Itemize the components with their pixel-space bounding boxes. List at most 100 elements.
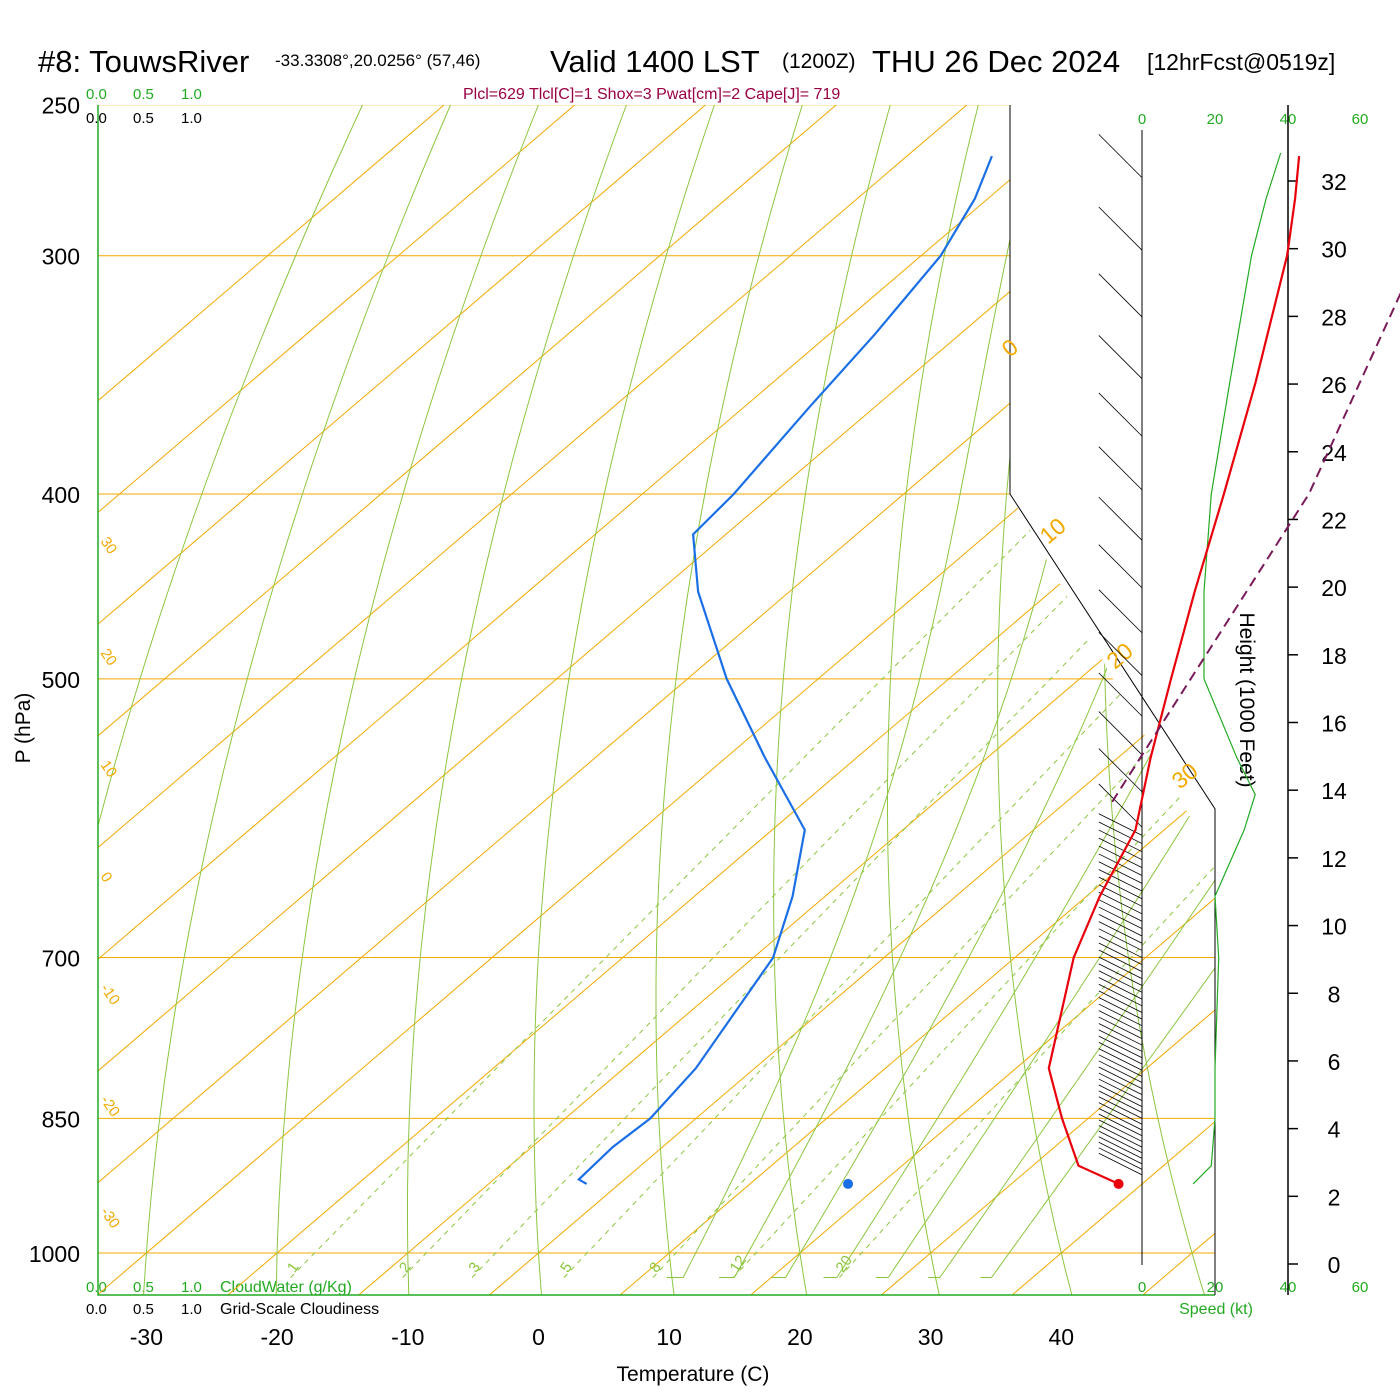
wind-barb	[1098, 983, 1143, 1007]
wind-barb	[1098, 1042, 1143, 1065]
x-tick-label: 10	[656, 1324, 682, 1350]
wind-barb	[1098, 1136, 1143, 1159]
speed-tick: 20	[1207, 111, 1224, 128]
wind-barb	[1098, 748, 1143, 793]
height-tick-label: 6	[1328, 1049, 1341, 1075]
wind-barb	[1098, 997, 1143, 1020]
zulu-time: (1200Z)	[782, 50, 856, 73]
isotherm-label-right: 0	[997, 334, 1024, 362]
wind-barb	[1098, 1016, 1143, 1040]
height-tick-label: 14	[1321, 778, 1347, 804]
wind-barb	[1098, 1152, 1143, 1176]
isotherm-label: 10	[97, 757, 120, 780]
isotherm-line	[98, 105, 1215, 1295]
wind-barb	[1098, 711, 1143, 756]
wind-barb	[1098, 928, 1143, 951]
wind-barb	[1098, 1147, 1143, 1170]
wind-speed-profile	[1192, 152, 1282, 1185]
moist-adiabat-line	[875, 105, 1215, 1278]
height-tick-label: 30	[1321, 237, 1347, 263]
isotherm-line	[619, 105, 1215, 1295]
wind-barb	[1098, 963, 1143, 986]
pressure-tick-label: 850	[42, 1106, 80, 1132]
dry-adiabat-line	[655, 105, 803, 1295]
wind-barb	[1098, 1035, 1143, 1059]
wind-barb	[1098, 970, 1143, 993]
isotherm-line	[98, 105, 1215, 1295]
wind-barb	[1098, 206, 1143, 251]
wind-barb	[1098, 392, 1143, 437]
wind-barb	[1098, 1113, 1143, 1137]
wind-barb	[1098, 956, 1143, 979]
wind-barb	[1098, 899, 1143, 922]
wind-barb	[1098, 1048, 1143, 1071]
x-tick-label: -10	[391, 1324, 424, 1350]
wind-barb	[1098, 1003, 1143, 1027]
wind-barb	[1098, 1090, 1143, 1113]
cloud-water-tick: 0.5	[133, 1279, 154, 1296]
wind-barb	[1098, 1078, 1143, 1102]
x-tick-label: -20	[260, 1324, 293, 1350]
height-tick-label: 18	[1321, 643, 1347, 669]
speed-tick: 0	[1138, 111, 1146, 128]
wind-barb	[1098, 942, 1143, 965]
cloud-scale-top: 0.0 0.5 1.0 0.0 0.5 1.0	[86, 86, 202, 127]
cloudiness-tick: 0.0	[86, 1301, 107, 1318]
dry-adiabat-line	[407, 105, 627, 1295]
isotherm-label: -10	[97, 981, 123, 1009]
isotherm-line	[98, 105, 575, 1295]
speed-axis-label: Speed (kt)	[1179, 1301, 1253, 1318]
cloud-water-tick: 0.0	[86, 86, 107, 103]
cloud-scale-bottom: 0.0 0.5 1.0 CloudWater (g/Kg) 0.0 0.5 1.…	[86, 1279, 379, 1318]
wind-barb	[1098, 335, 1143, 379]
height-tick-label: 12	[1321, 846, 1347, 872]
isotherm-label: 20	[97, 646, 120, 669]
wind-barb	[1098, 783, 1143, 828]
cloudiness-tick: 1.0	[181, 110, 202, 127]
dry-adiabat-line	[887, 105, 979, 1295]
cloudiness-tick: 0.5	[133, 110, 154, 127]
wind-barb	[1098, 1066, 1143, 1089]
cloudiness-tick: 0.5	[133, 1301, 154, 1318]
x-tick-label: 0	[532, 1324, 545, 1350]
forecast-date: THU 26 Dec 2024	[872, 44, 1120, 79]
x-tick-label: 40	[1049, 1324, 1075, 1350]
station-title: #8: TouwsRiver	[38, 44, 249, 79]
wind-barb	[1098, 837, 1143, 861]
temperature-line	[1047, 155, 1301, 1185]
speed-scale: 0 20 40 60 0 20 40 60 Speed (kt)	[1138, 111, 1369, 1318]
wind-barb	[1098, 1102, 1143, 1125]
wind-barb	[1098, 446, 1143, 491]
wind-barb	[1098, 949, 1143, 972]
wind-barb	[1098, 977, 1143, 1000]
wind-barb	[1098, 273, 1143, 318]
isotherm-line	[98, 105, 706, 1295]
height-tick-label: 26	[1321, 372, 1347, 398]
pressure-tick-label: 250	[42, 93, 80, 119]
parcel-line	[1111, 292, 1400, 803]
cloud-water-label: CloudWater (g/Kg)	[220, 1279, 352, 1296]
mixing-ratio-line	[290, 493, 1067, 1278]
pressure-tick-label: 400	[42, 482, 80, 508]
height-tick-label: 32	[1321, 169, 1347, 195]
height-tick-label: 24	[1321, 440, 1347, 466]
speed-tick: 60	[1352, 1279, 1369, 1296]
height-tick-label: 10	[1321, 914, 1347, 940]
wind-barb	[1098, 1141, 1143, 1165]
mixing-ratio-line	[652, 493, 1215, 1278]
height-tick-label: 22	[1321, 507, 1347, 533]
wind-barb	[1098, 891, 1143, 915]
surface-dewpoint-point	[843, 1178, 854, 1189]
dry-adiabat-line	[1103, 105, 1205, 1295]
forecast-info: [12hrFcst@0519z]	[1147, 49, 1335, 75]
moist-adiabat-line	[980, 105, 1215, 1278]
wind-barb	[1098, 1119, 1143, 1142]
moist-adiabat-line	[666, 105, 1045, 1278]
height-tick-label: 2	[1328, 1184, 1341, 1210]
x-tick-label: 20	[787, 1324, 813, 1350]
plot-left-border	[97, 105, 1215, 1296]
isotherm-label: -30	[97, 1204, 123, 1232]
wind-barb	[1098, 496, 1143, 541]
isotherm-line	[98, 105, 837, 1295]
